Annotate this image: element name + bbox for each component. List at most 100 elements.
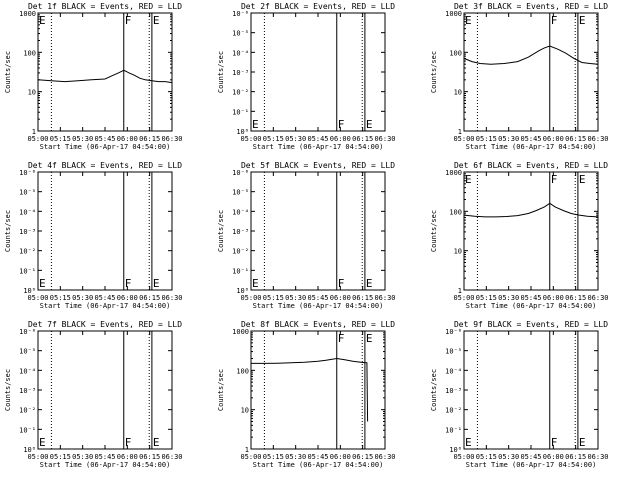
x-tick-label: 05:45: [307, 453, 328, 461]
y-tick-label: 10⁻⁵: [232, 30, 249, 38]
x-tick-label: 06:00: [543, 135, 564, 143]
x-tick-label: 05:15: [50, 453, 71, 461]
x-tick-label: 06:00: [543, 294, 564, 302]
x-tick-label: 05:15: [50, 135, 71, 143]
event-label: E: [153, 436, 160, 449]
y-tick-label: 100: [236, 367, 249, 375]
event-label: E: [579, 14, 586, 27]
y-tick-label: 10⁻¹: [232, 108, 249, 116]
y-tick-label: 10⁻⁴: [19, 208, 36, 216]
event-label: F: [338, 277, 345, 290]
x-tick-label: 06:15: [139, 135, 160, 143]
x-tick-label: 05:15: [263, 294, 284, 302]
x-tick-label: 05:30: [498, 294, 519, 302]
series-line: [251, 357, 369, 422]
y-tick-label: 10⁰: [449, 446, 462, 454]
y-tick-label: 10⁻⁴: [445, 367, 462, 375]
x-tick-label: 05:15: [476, 135, 497, 143]
x-tick-label: 06:30: [374, 294, 395, 302]
y-tick-label: 10⁻⁶: [19, 328, 36, 336]
y-tick-label: 100: [23, 49, 36, 57]
x-tick-label: 06:15: [352, 453, 373, 461]
y-tick-label: 10: [454, 248, 462, 256]
x-tick-label: 06:15: [352, 294, 373, 302]
event-label: E: [366, 118, 373, 131]
x-tick-label: 06:30: [374, 453, 395, 461]
x-tick-label: 05:00: [453, 294, 474, 302]
x-tick-label: 06:30: [161, 135, 182, 143]
x-tick-label: 05:00: [453, 453, 474, 461]
x-tick-label: 05:30: [285, 135, 306, 143]
y-tick-label: 1000: [19, 10, 36, 18]
event-label: F: [338, 332, 345, 345]
x-tick-label: 06:15: [139, 294, 160, 302]
event-label: E: [579, 436, 586, 449]
panel-title: Det 3f BLACK = Events, RED = LLD: [454, 2, 608, 11]
x-tick-label: 06:30: [374, 135, 395, 143]
x-tick-label: 06:15: [565, 294, 586, 302]
y-axis-label: Counts/sec: [430, 210, 438, 252]
x-tick-label: 06:15: [565, 453, 586, 461]
panel-title: Det 9f BLACK = Events, RED = LLD: [454, 320, 608, 329]
y-tick-label: 10⁻¹: [19, 426, 36, 434]
x-tick-label: 05:15: [476, 453, 497, 461]
y-tick-label: 1000: [445, 169, 462, 177]
y-tick-label: 10: [454, 89, 462, 97]
x-tick-label: 05:45: [520, 294, 541, 302]
x-tick-label: 06:00: [117, 294, 138, 302]
y-tick-label: 1000: [232, 328, 249, 336]
x-tick-label: 06:00: [117, 135, 138, 143]
x-tick-label: 05:45: [94, 135, 115, 143]
y-tick-label: 10⁻⁶: [445, 328, 462, 336]
event-label: F: [125, 14, 132, 27]
y-axis-label: Counts/sec: [217, 369, 225, 411]
panel-det-9f: Det 9f BLACK = Events, RED = LLD 10⁰ 10⁻¹ 1…: [430, 320, 609, 469]
y-tick-label: 1000: [445, 10, 462, 18]
x-tick-label: 06:30: [161, 453, 182, 461]
x-tick-label: 05:00: [240, 453, 261, 461]
y-tick-label: 10⁻¹: [232, 267, 249, 275]
event-label: F: [338, 118, 345, 131]
panel-det-5f: Det 5f BLACK = Events, RED = LLD 10⁰ 10⁻¹ 1…: [217, 161, 396, 310]
event-label: F: [125, 277, 132, 290]
x-axis-label: Start Time (06-Apr-17 04:54:00): [40, 302, 171, 310]
y-tick-label: 10⁻³: [19, 228, 36, 236]
y-axis-label: Counts/sec: [4, 210, 12, 252]
y-tick-label: 10⁻⁴: [232, 208, 249, 216]
event-label: E: [39, 436, 46, 449]
y-axis-label: Counts/sec: [430, 369, 438, 411]
y-axis-label: Counts/sec: [217, 210, 225, 252]
y-tick-label: 10⁻⁵: [19, 348, 36, 356]
x-tick-label: 06:15: [352, 135, 373, 143]
x-axis-label: Start Time (06-Apr-17 04:54:00): [466, 143, 597, 151]
panel-title: Det 5f BLACK = Events, RED = LLD: [241, 161, 395, 170]
y-axis-label: Counts/sec: [4, 51, 12, 93]
x-tick-label: 05:45: [307, 135, 328, 143]
y-tick-label: 10⁻⁶: [19, 169, 36, 177]
x-tick-label: 05:00: [240, 294, 261, 302]
y-axis-label: Counts/sec: [217, 51, 225, 93]
x-tick-label: 05:00: [27, 453, 48, 461]
y-tick-label: 10⁻²: [232, 248, 249, 256]
x-tick-label: 05:00: [27, 135, 48, 143]
panel-title: Det 1f BLACK = Events, RED = LLD: [28, 2, 182, 11]
x-tick-label: 05:45: [94, 294, 115, 302]
event-label: E: [579, 173, 586, 186]
y-tick-label: 10⁻³: [19, 387, 36, 395]
y-tick-label: 10⁻³: [232, 228, 249, 236]
y-tick-label: 10⁻⁴: [19, 367, 36, 375]
series-line: [463, 202, 599, 218]
y-tick-label: 10⁻⁶: [232, 169, 249, 177]
series-line: [463, 45, 599, 65]
x-tick-label: 06:15: [139, 453, 160, 461]
y-tick-label: 10⁻¹: [19, 267, 36, 275]
x-tick-label: 06:00: [117, 453, 138, 461]
x-tick-label: 05:30: [498, 135, 519, 143]
event-label: E: [465, 436, 472, 449]
y-tick-label: 10⁰: [23, 287, 36, 295]
panel-title: Det 6f BLACK = Events, RED = LLD: [454, 161, 608, 170]
y-tick-label: 10⁻²: [19, 407, 36, 415]
y-tick-label: 10⁰: [23, 446, 36, 454]
event-label: F: [125, 436, 132, 449]
